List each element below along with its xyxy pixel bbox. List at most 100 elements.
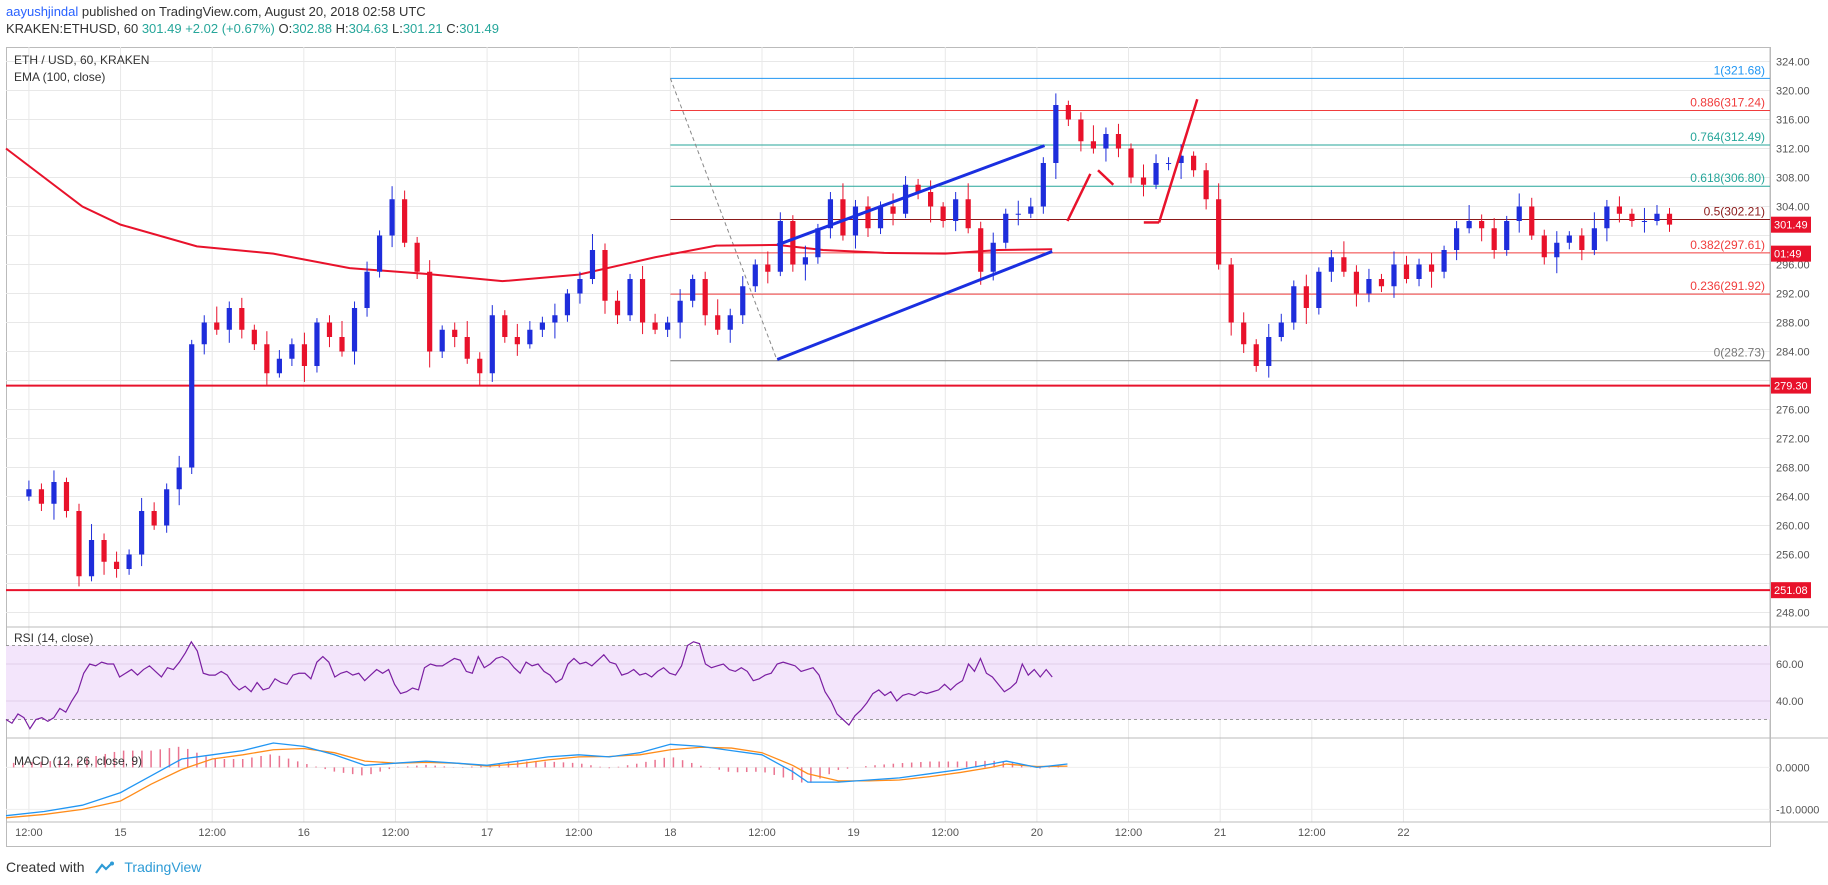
candle-body bbox=[1241, 322, 1247, 345]
price-tick-label: 296.00 bbox=[1776, 260, 1810, 272]
candle-body bbox=[1191, 155, 1197, 171]
macd-tick-label: -10.0000 bbox=[1776, 804, 1819, 816]
projection-segment bbox=[1066, 173, 1092, 222]
candle-body bbox=[715, 315, 721, 330]
candle-body bbox=[1253, 344, 1259, 366]
candle-body bbox=[139, 511, 145, 555]
candle-body bbox=[1366, 279, 1372, 294]
publish-text: published on TradingView.com, August 20,… bbox=[81, 4, 426, 19]
candle-body bbox=[364, 271, 370, 308]
candle-body bbox=[940, 206, 946, 221]
candle-body bbox=[63, 482, 70, 511]
candle-body bbox=[314, 322, 320, 366]
price-tick-label: 248.00 bbox=[1776, 608, 1810, 620]
candle-body bbox=[51, 482, 57, 504]
candle-body bbox=[439, 329, 445, 352]
candle-body bbox=[552, 315, 558, 323]
fib-level-label: 0.5(302.21) bbox=[1704, 204, 1765, 218]
projection-segment bbox=[1097, 169, 1115, 186]
candle-body bbox=[702, 279, 708, 316]
author-link[interactable]: aayushjindal bbox=[6, 4, 79, 19]
candle-body bbox=[1378, 279, 1385, 287]
candle-body bbox=[1641, 221, 1648, 222]
price-tick-label: 256.00 bbox=[1776, 550, 1810, 562]
candle-body bbox=[376, 235, 383, 272]
candle-body bbox=[101, 540, 107, 562]
rsi-legend: RSI (14, close) bbox=[14, 631, 93, 645]
x-tick-label: 12:00 bbox=[1298, 827, 1326, 839]
candle-body bbox=[614, 300, 621, 316]
macd-line bbox=[5, 742, 1068, 817]
candle-body bbox=[189, 344, 195, 468]
x-tick-label: 12:00 bbox=[932, 827, 960, 839]
candle-body bbox=[464, 337, 470, 359]
fib-level-label: 0.764(312.49) bbox=[1690, 130, 1765, 144]
symbol-info: KRAKEN:ETHUSD, 60 301.49 +2.02 (+0.67%) … bbox=[6, 21, 499, 36]
candle-body bbox=[527, 329, 533, 345]
current-price-tag bbox=[1771, 216, 1811, 233]
candle-body bbox=[289, 344, 295, 359]
candle-body bbox=[301, 344, 308, 366]
high-value: 304.63 bbox=[348, 21, 389, 36]
candle-body bbox=[1566, 235, 1572, 243]
price-tick-label: 260.00 bbox=[1776, 521, 1810, 533]
candle-body bbox=[902, 184, 909, 214]
close-value: 301.49 bbox=[459, 21, 499, 36]
x-tick-label: 12:00 bbox=[565, 827, 593, 839]
support-price-label: 251.08 bbox=[1774, 585, 1808, 597]
price-tick-label: 312.00 bbox=[1776, 144, 1810, 156]
x-tick-label: 18 bbox=[664, 827, 676, 839]
candle-body bbox=[1353, 271, 1360, 294]
candle-body bbox=[239, 308, 245, 330]
candle-body bbox=[1541, 235, 1547, 258]
candle-body bbox=[1554, 242, 1560, 258]
macd-tick-label: 0.0000 bbox=[1776, 762, 1810, 774]
open-value: 302.88 bbox=[292, 21, 332, 36]
price-tick-label: 308.00 bbox=[1776, 173, 1810, 185]
created-with: Created with bbox=[6, 859, 85, 875]
candle-body bbox=[665, 322, 671, 330]
low-label: L: bbox=[391, 21, 403, 36]
candle-body bbox=[978, 228, 984, 272]
support-price-label: 279.30 bbox=[1774, 381, 1808, 393]
price-tick-label: 264.00 bbox=[1776, 492, 1810, 504]
candle-body bbox=[1165, 163, 1172, 164]
candle-body bbox=[690, 279, 696, 301]
candle-body bbox=[1178, 155, 1184, 163]
candle-body bbox=[1666, 213, 1673, 225]
candle-body bbox=[802, 257, 808, 265]
candle-body bbox=[251, 329, 257, 345]
price-tick-label: 284.00 bbox=[1776, 347, 1810, 359]
candle-body bbox=[414, 242, 420, 272]
x-tick-label: 12:00 bbox=[748, 827, 776, 839]
macd-legend: MACD (12, 26, close, 9) bbox=[14, 754, 142, 768]
candle-body bbox=[652, 322, 658, 330]
candle-body bbox=[402, 199, 408, 243]
candle-body bbox=[1015, 213, 1021, 215]
candle-body bbox=[1003, 213, 1009, 243]
candle-body bbox=[1090, 141, 1097, 149]
price-tick-label: 272.00 bbox=[1776, 434, 1810, 446]
tradingview-link[interactable]: TradingView bbox=[124, 859, 202, 875]
candle-body bbox=[1504, 221, 1510, 250]
last-price: 301.49 bbox=[141, 21, 182, 36]
candle-body bbox=[1466, 221, 1472, 229]
candle-body bbox=[514, 337, 520, 345]
trendline bbox=[776, 144, 1046, 247]
candle-body bbox=[1216, 199, 1222, 265]
candle-body bbox=[815, 228, 821, 258]
candle-body bbox=[639, 279, 646, 323]
candle-body bbox=[539, 322, 545, 330]
candle-body bbox=[840, 199, 846, 236]
fib-level-label: 1(321.68) bbox=[1714, 63, 1765, 77]
candle-body bbox=[264, 344, 270, 374]
support-price-tag bbox=[1771, 582, 1811, 599]
candle-body bbox=[852, 206, 859, 236]
current-price-label: 301.49 bbox=[1774, 220, 1808, 232]
candle-body bbox=[765, 264, 771, 272]
footer: Created with TradingView bbox=[6, 859, 201, 875]
candle-body bbox=[38, 489, 45, 504]
candle-body bbox=[1103, 134, 1109, 149]
candle-body bbox=[502, 315, 508, 337]
